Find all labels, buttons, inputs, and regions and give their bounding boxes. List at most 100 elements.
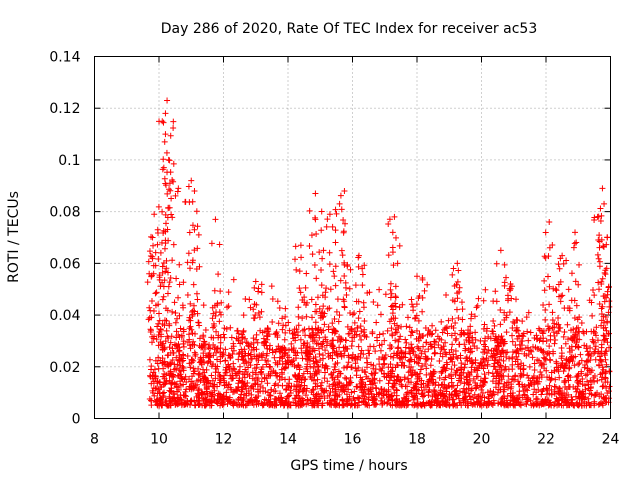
data-point bbox=[235, 337, 242, 344]
data-point bbox=[560, 260, 567, 267]
data-point bbox=[600, 319, 607, 326]
data-point bbox=[355, 254, 362, 261]
data-point bbox=[314, 363, 321, 370]
data-point bbox=[422, 353, 429, 360]
data-point bbox=[572, 278, 579, 285]
data-point bbox=[342, 220, 349, 227]
data-point bbox=[332, 239, 339, 246]
data-point bbox=[353, 383, 360, 390]
data-point bbox=[170, 178, 177, 185]
data-point bbox=[396, 336, 403, 343]
data-point bbox=[157, 326, 164, 333]
data-point bbox=[602, 398, 609, 405]
data-point bbox=[458, 360, 465, 367]
data-point bbox=[227, 372, 234, 379]
data-point bbox=[355, 364, 362, 371]
data-point bbox=[161, 358, 168, 365]
data-point bbox=[467, 323, 474, 330]
data-point bbox=[535, 346, 542, 353]
data-point bbox=[262, 339, 269, 346]
data-point bbox=[178, 368, 185, 375]
data-point bbox=[519, 383, 526, 390]
data-point bbox=[476, 363, 483, 370]
data-point bbox=[524, 372, 531, 379]
data-point bbox=[481, 371, 488, 378]
data-point bbox=[282, 305, 289, 312]
data-point bbox=[285, 359, 292, 366]
data-point bbox=[176, 333, 183, 340]
data-point bbox=[495, 339, 502, 346]
data-point bbox=[256, 314, 263, 321]
data-point bbox=[583, 358, 590, 365]
data-point bbox=[295, 389, 302, 396]
data-point bbox=[454, 295, 461, 302]
data-point bbox=[398, 323, 405, 330]
data-point bbox=[188, 356, 195, 363]
data-point bbox=[407, 368, 414, 375]
data-point bbox=[380, 371, 387, 378]
data-point bbox=[396, 242, 403, 249]
data-point bbox=[334, 352, 341, 359]
data-point bbox=[290, 335, 297, 342]
data-point bbox=[205, 380, 212, 387]
data-point bbox=[592, 348, 599, 355]
data-point bbox=[337, 370, 344, 377]
data-point bbox=[402, 344, 409, 351]
data-point bbox=[215, 271, 222, 278]
data-point bbox=[241, 360, 248, 367]
data-point bbox=[584, 371, 591, 378]
data-point bbox=[337, 335, 344, 342]
data-point bbox=[414, 273, 420, 280]
data-point bbox=[254, 339, 261, 346]
data-point bbox=[258, 352, 265, 359]
data-point bbox=[406, 324, 413, 331]
data-point bbox=[249, 398, 256, 405]
data-point bbox=[188, 398, 195, 405]
data-point bbox=[155, 386, 162, 393]
data-point bbox=[181, 392, 188, 399]
data-point bbox=[385, 252, 392, 259]
data-point bbox=[187, 265, 194, 272]
data-point bbox=[243, 402, 250, 409]
data-point bbox=[157, 249, 164, 256]
data-point bbox=[571, 315, 578, 322]
data-point bbox=[220, 331, 227, 338]
data-point bbox=[217, 288, 224, 295]
data-point bbox=[324, 216, 331, 223]
data-point bbox=[439, 329, 446, 336]
data-point bbox=[318, 385, 325, 392]
data-point bbox=[581, 364, 588, 371]
data-point bbox=[440, 384, 447, 391]
data-point bbox=[312, 214, 319, 221]
data-point bbox=[491, 322, 498, 329]
data-point bbox=[576, 393, 583, 400]
data-point bbox=[485, 369, 492, 376]
data-point bbox=[452, 337, 459, 344]
data-point bbox=[469, 339, 476, 346]
data-point bbox=[160, 293, 167, 300]
data-point bbox=[567, 327, 574, 334]
data-point bbox=[160, 283, 167, 290]
data-point bbox=[167, 339, 174, 346]
data-point bbox=[439, 353, 446, 360]
data-point bbox=[288, 358, 295, 365]
data-point bbox=[243, 392, 250, 399]
data-point bbox=[162, 211, 169, 218]
data-point bbox=[365, 350, 372, 357]
data-point bbox=[351, 388, 358, 395]
data-point bbox=[198, 389, 205, 396]
data-point bbox=[582, 394, 589, 401]
data-point bbox=[154, 323, 161, 330]
data-point bbox=[254, 361, 261, 368]
data-point bbox=[189, 198, 196, 205]
data-point bbox=[450, 351, 457, 358]
data-point bbox=[161, 138, 168, 145]
data-point bbox=[187, 317, 194, 324]
data-point bbox=[509, 390, 516, 396]
data-point bbox=[488, 392, 495, 399]
data-point bbox=[427, 362, 434, 369]
data-point bbox=[512, 358, 519, 365]
data-point bbox=[355, 298, 362, 305]
data-point bbox=[568, 270, 575, 277]
data-point bbox=[392, 294, 399, 301]
